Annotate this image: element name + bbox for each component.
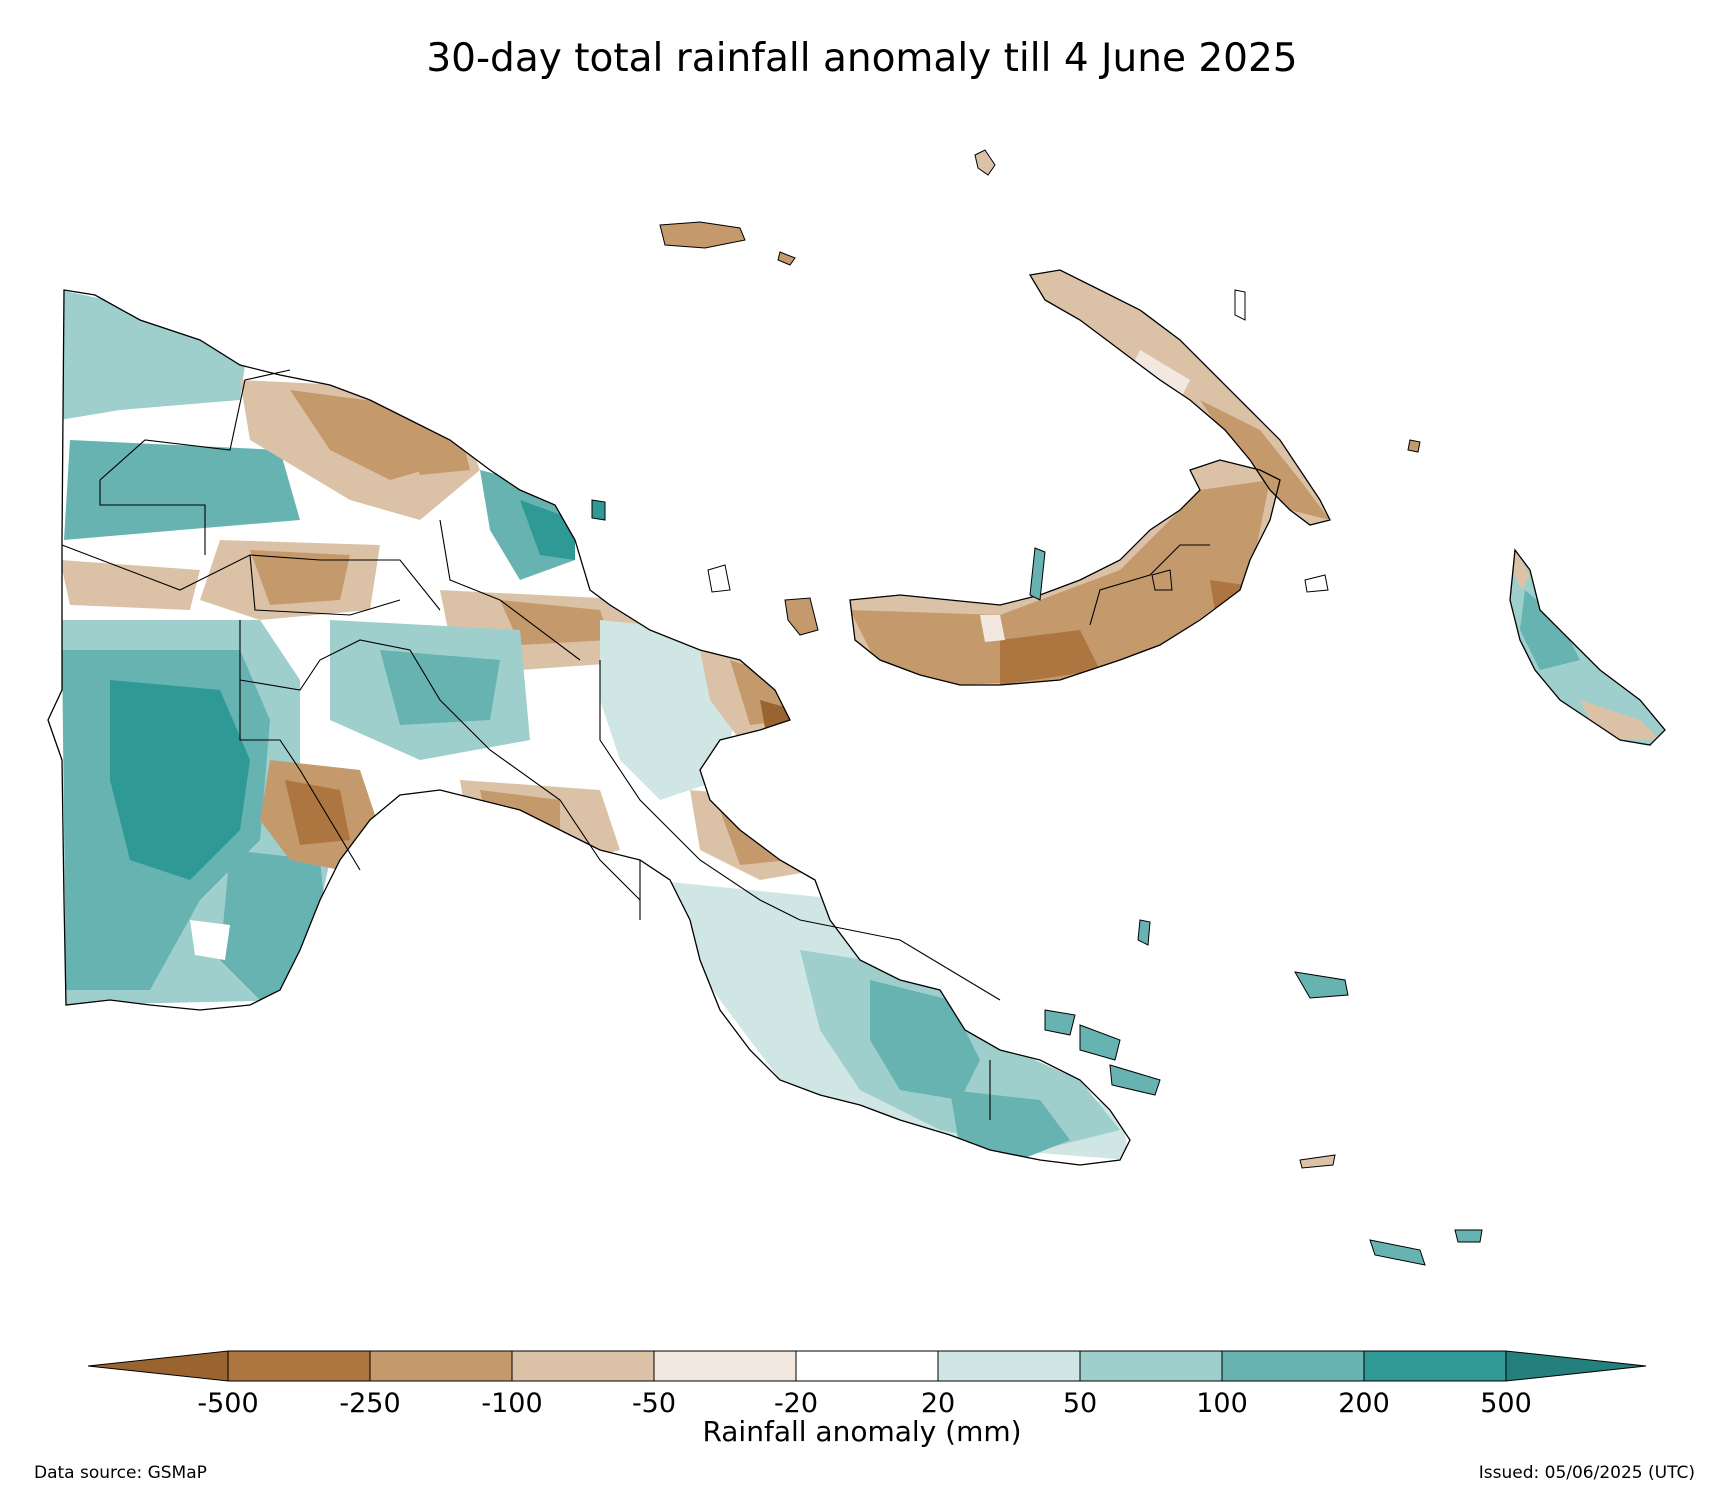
colorbar-bin [369, 1350, 513, 1382]
rainfall-anomaly-map [47, 149, 1666, 1266]
colorbar-extend-low [87, 1350, 229, 1382]
colorbar-bin [1363, 1350, 1507, 1382]
manus-island [591, 149, 1483, 1266]
colorbar-tick-label: 20 [920, 1388, 956, 1419]
colorbar-bin [511, 1350, 655, 1382]
colorbar-tick-label: 200 [1338, 1388, 1390, 1419]
colorbar-bin [227, 1350, 371, 1382]
colorbar-tick-label: 100 [1196, 1388, 1248, 1419]
colorbar-bin [1221, 1350, 1365, 1382]
province-boundaries [61, 369, 1210, 1120]
colorbar-tick-label: 500 [1480, 1388, 1532, 1419]
colorbar-bin [795, 1350, 939, 1382]
colorbar-tick-label: -250 [339, 1388, 401, 1419]
colorbar-tick-label: -50 [631, 1388, 677, 1419]
colorbar-bin [937, 1350, 1081, 1382]
colorbar-bin [1079, 1350, 1223, 1382]
colorbar-bin [653, 1350, 797, 1382]
colorbar-label: Rainfall anomaly (mm) [702, 1415, 1022, 1448]
colorbar-tick-label: -20 [773, 1388, 819, 1419]
colorbar-tick-label: 50 [1062, 1388, 1098, 1419]
map-title: 30-day total rainfall anomaly till 4 Jun… [426, 36, 1298, 81]
colorbar-extend-high [1505, 1350, 1647, 1382]
issued-date: Issued: 05/06/2025 (UTC) [1478, 1463, 1695, 1483]
coastlines [47, 269, 1666, 1166]
colorbar-tick-label: -100 [481, 1388, 543, 1419]
data-source: Data source: GSMaP [34, 1463, 207, 1483]
colorbar-tick-label: -500 [197, 1388, 259, 1419]
